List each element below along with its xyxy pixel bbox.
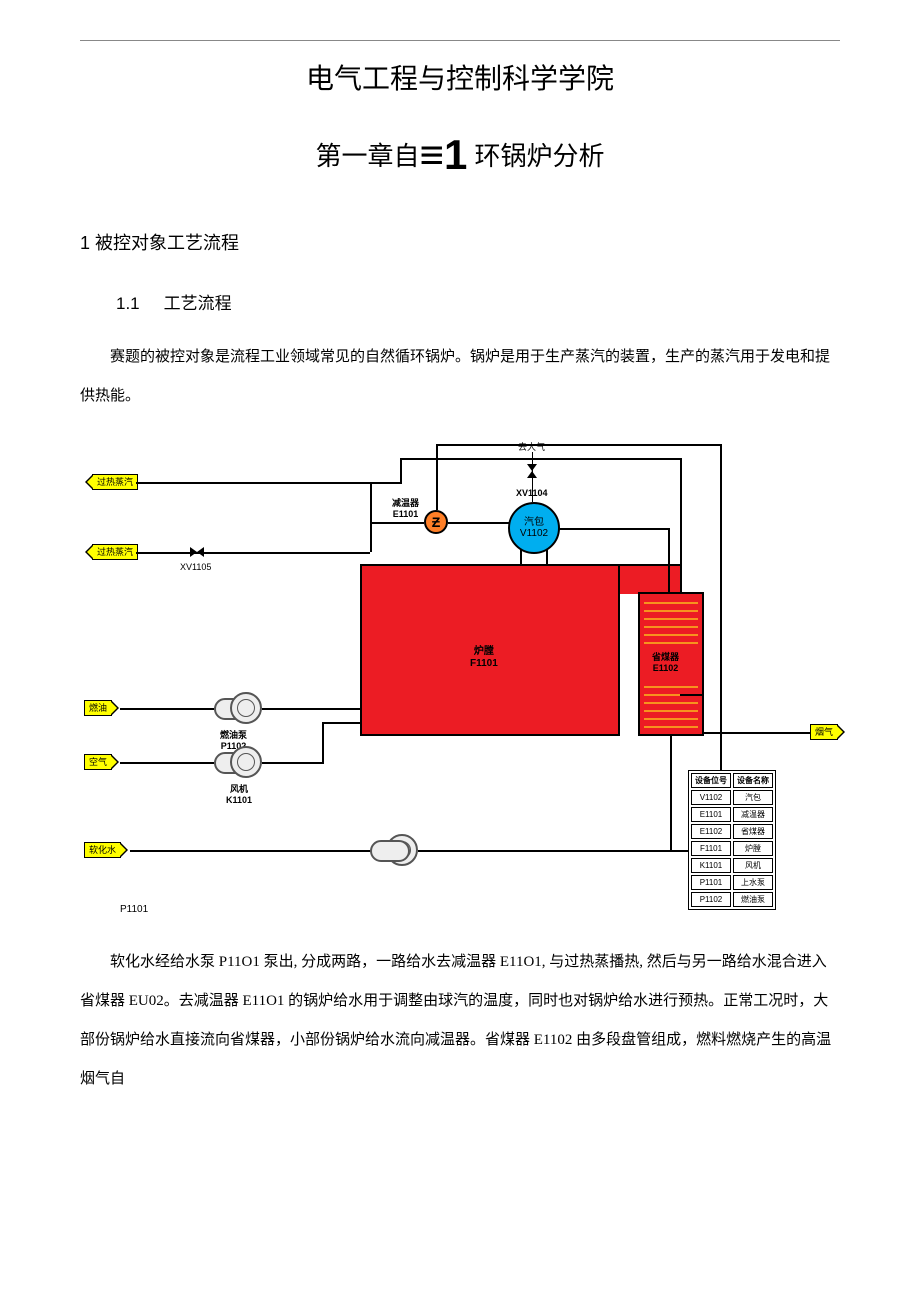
legend-row: F1101炉膛 [691, 841, 773, 856]
line-drum-1 [520, 550, 522, 566]
legend-row: V1102汽包 [691, 790, 773, 805]
arrow-softwater: 软化水 [84, 842, 121, 858]
line-cooler-feed-h [436, 444, 722, 446]
economizer-name: 省煤器 [652, 652, 679, 662]
cooler-name: 减温器 [392, 498, 419, 508]
line-air-3 [322, 722, 324, 764]
legend-header-1: 设备名称 [733, 773, 773, 788]
legend-row: E1101减温器 [691, 807, 773, 822]
arrow-air: 空气 [84, 754, 112, 770]
chapter-prefix: 第一章自 [315, 141, 419, 171]
valve-label-xv1105: XV1105 [180, 562, 211, 572]
arrow-superheat-steam-1: 过热蒸汽 [92, 474, 138, 490]
cooler-id: E1101 [393, 509, 419, 519]
water-pump-shield [370, 840, 410, 862]
line-drum-econ [558, 528, 670, 530]
furnace-label: 炉膛 F1101 [470, 646, 498, 670]
line-fuel-1 [120, 708, 214, 710]
legend-table: 设备位号 设备名称 V1102汽包 E1101减温器 E1102省煤器 F110… [688, 770, 776, 910]
drum: 汽包 V1102 [508, 502, 560, 554]
valve-icon-atm [527, 464, 537, 478]
section-1-1-title: 工艺流程 [164, 294, 232, 313]
fan-icon [230, 746, 262, 778]
line-cooler-to-drum [448, 522, 510, 524]
drum-inner: 汽包 V1102 [520, 517, 548, 539]
line-air-4 [322, 722, 360, 724]
fan-id: K1101 [226, 795, 252, 805]
fan-name: 风机 [230, 784, 248, 794]
legend-row: P1101上水泵 [691, 875, 773, 890]
line-econ-down [670, 734, 672, 850]
section-1-1-num: 1.1 [116, 294, 140, 313]
arrow-superheat-steam-2: 过热蒸汽 [92, 544, 138, 560]
drum-id: V1102 [520, 528, 548, 539]
line-top-1v [400, 458, 402, 484]
line-cooler-h [370, 522, 424, 524]
line-fuel-2 [262, 708, 360, 710]
line-air-2 [262, 762, 322, 764]
line-air-1 [120, 762, 214, 764]
chapter-number: ≡1 [419, 131, 467, 178]
furnace-to-econ-channel [618, 564, 682, 594]
boiler-flow-diagram: 过热蒸汽 过热蒸汽 燃油 空气 软化水 烟气 去大气 XV1105 炉膛 F11… [80, 434, 840, 894]
line-flue-0b [680, 694, 704, 696]
line-cooler-feed-v [436, 444, 438, 510]
line-flue-0 [702, 694, 704, 734]
fuel-pump-icon [230, 692, 262, 724]
chapter-title: 第一章自≡1 环锅炉分析 [80, 131, 840, 179]
fan-label: 风机 K1101 [226, 782, 252, 805]
legend-row: K1101风机 [691, 858, 773, 873]
line-flue-1 [702, 732, 810, 734]
horizontal-rule [80, 40, 840, 41]
line-drum-2 [546, 550, 548, 566]
line-drum-econ-v [668, 528, 670, 594]
line-water-2 [418, 850, 722, 852]
furnace-id: F1101 [470, 658, 498, 669]
cooler-label-top: 减温器 E1101 [392, 496, 419, 519]
line-cooler-v [370, 482, 372, 552]
furnace-name: 炉膛 [474, 646, 494, 657]
section-1-1-heading: 1.1 工艺流程 [116, 289, 840, 314]
line-water-1 [130, 850, 386, 852]
legend-row: E1102省煤器 [691, 824, 773, 839]
valve-label-xv1104: XV1104 [516, 488, 548, 498]
arrow-flue-gas: 烟气 [810, 724, 838, 740]
paragraph-1: 赛题的被控对象是流程工业领域常见的自然循环锅炉。锅炉是用于生产蒸汽的装置，生产的… [80, 338, 840, 416]
fuel-pump-name: 燃油泵 [220, 730, 247, 740]
drum-name: 汽包 [524, 517, 544, 528]
line-top-1 [136, 482, 400, 484]
line-top-3 [136, 552, 370, 554]
cooler-icon: Ƶ [424, 510, 448, 534]
line-top-2v [680, 458, 682, 566]
chapter-suffix: 环锅炉分析 [467, 141, 604, 171]
page-title: 电气工程与控制科学学院 [80, 57, 840, 97]
arrow-fuel: 燃油 [84, 700, 112, 716]
section-1-heading: 1 被控对象工艺流程 [80, 229, 840, 255]
economizer-label: 省煤器 E1102 [652, 652, 679, 674]
paragraph-2: 软化水经给水泵 P11O1 泵出, 分成两路，一路给水去减温器 E11O1, 与… [80, 943, 840, 1099]
valve-icon-xv1105 [190, 547, 204, 557]
economizer-id: E1102 [653, 663, 679, 673]
legend-header-0: 设备位号 [691, 773, 731, 788]
legend-row: P1102燃油泵 [691, 892, 773, 907]
line-top-2 [400, 458, 682, 460]
